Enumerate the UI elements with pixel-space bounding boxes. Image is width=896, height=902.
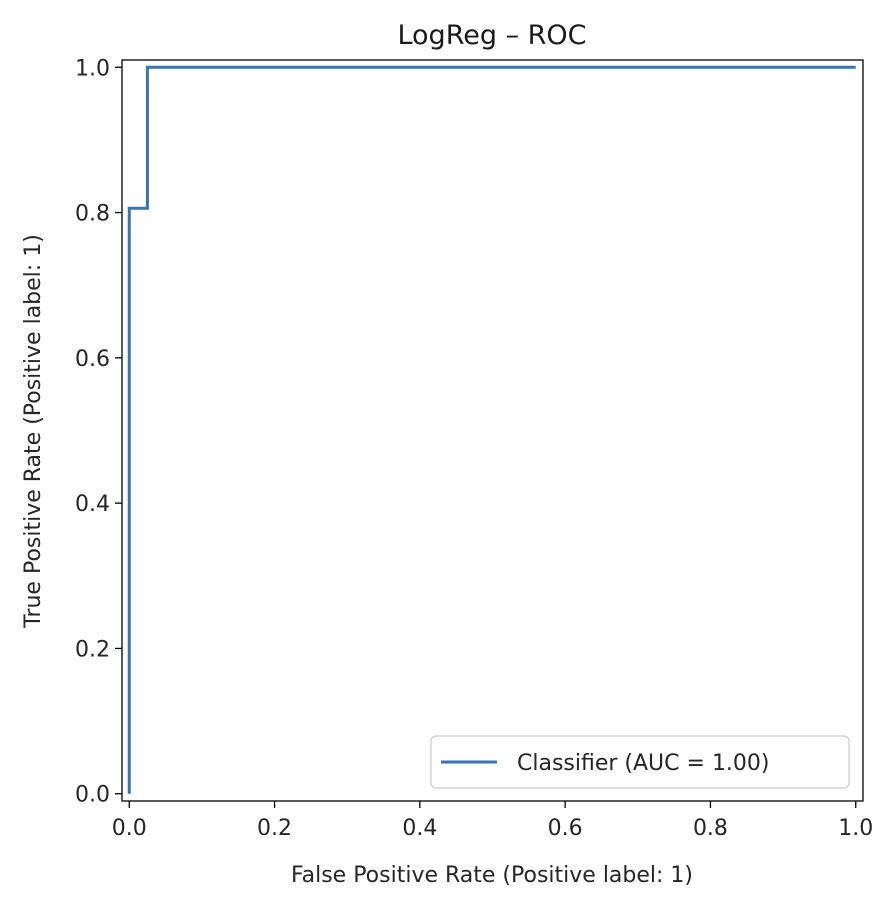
x-axis-label: False Positive Rate (Positive label: 1) (291, 863, 693, 888)
chart-title: LogReg – ROC (397, 20, 586, 51)
roc-curve-line (127, 65, 856, 794)
x-tick-label: 0.4 (402, 816, 437, 841)
legend-box (430, 735, 850, 789)
y-tick-label: 0.8 (75, 202, 110, 227)
x-tick-label: 0.8 (693, 816, 728, 841)
y-tick-label: 0.2 (75, 637, 110, 662)
plot-area (121, 59, 864, 802)
y-axis: 0.0 0.2 0.4 0.6 0.8 1.0 (75, 56, 122, 808)
legend-label: Classifier (AUC = 1.00) (517, 751, 770, 776)
y-tick-label: 0.4 (75, 492, 110, 517)
y-tick-label: 0.0 (75, 783, 110, 808)
x-tick-label: 0.2 (257, 816, 292, 841)
series-layer (127, 65, 856, 794)
x-axis: 0.0 0.2 0.4 0.6 0.8 1.0 (112, 801, 873, 841)
x-tick-label: 0.6 (548, 816, 583, 841)
y-tick-label: 1.0 (75, 56, 110, 81)
y-tick-label: 0.6 (75, 347, 110, 372)
x-tick-label: 1.0 (838, 816, 873, 841)
x-tick-label: 0.0 (112, 816, 147, 841)
y-axis-label: True Positive Rate (Positive label: 1) (21, 234, 46, 629)
legend: Classifier (AUC = 1.00) (430, 735, 850, 789)
